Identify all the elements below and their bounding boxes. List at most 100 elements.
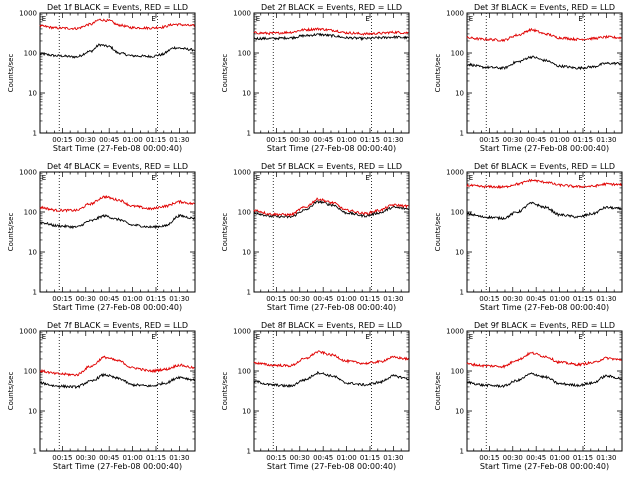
event-marker: E <box>578 174 582 182</box>
x-tick-label: 01:00 <box>336 295 356 303</box>
y-axis-label: Counts/sec <box>434 54 442 93</box>
x-axis-label: Start Time (27-Feb-08 00:00:40) <box>267 462 396 471</box>
panel-det-5: Det 5f BLACK = Events, RED = LLD 1 10 100 10… <box>221 162 410 312</box>
y-tick-label: 10 <box>28 249 37 257</box>
y-tick-label: 1 <box>33 289 37 297</box>
plot-frame <box>466 330 623 452</box>
panel-det-1: Det 1f BLACK = Events, RED = LLD 1 10 100 10… <box>7 3 196 153</box>
y-tick-label: 10 <box>28 408 37 416</box>
panel-title: Det 4f BLACK = Events, RED = LLD <box>47 162 188 171</box>
y-tick-label: 1000 <box>233 328 251 336</box>
x-tick-label: 00:15 <box>266 295 286 303</box>
x-tick-label: 01:30 <box>383 295 403 303</box>
x-tick-label: 00:15 <box>266 454 286 462</box>
y-tick-label: 10 <box>242 408 251 416</box>
y-axis-label: Counts/sec <box>221 372 229 411</box>
events-series-line <box>39 43 195 59</box>
x-tick-label: 01:15 <box>146 295 166 303</box>
x-tick-label: 01:00 <box>549 295 569 303</box>
x-tick-label: 00:30 <box>503 454 523 462</box>
panel-title: Det 6f BLACK = Events, RED = LLD <box>474 162 615 171</box>
lld-series-line <box>253 27 409 36</box>
x-tick-label: 01:15 <box>146 454 166 462</box>
y-tick-label: 1 <box>33 130 37 138</box>
y-tick-label: 1000 <box>19 10 37 18</box>
panel-title: Det 9f BLACK = Events, RED = LLD <box>474 321 615 330</box>
x-tick-label: 00:45 <box>313 454 333 462</box>
x-tick-label: 00:15 <box>266 136 286 144</box>
x-tick-label: 00:30 <box>290 454 310 462</box>
x-axis-label: Start Time (27-Feb-08 00:00:40) <box>267 303 396 312</box>
panel-title: Det 8f BLACK = Events, RED = LLD <box>261 321 402 330</box>
y-tick-label: 100 <box>238 50 251 58</box>
event-marker: E <box>42 333 46 341</box>
x-tick-label: 00:15 <box>479 136 499 144</box>
x-axis-label: Start Time (27-Feb-08 00:00:40) <box>480 303 609 312</box>
y-axis-label: Counts/sec <box>221 213 229 252</box>
y-tick-label: 10 <box>242 249 251 257</box>
events-series-line <box>466 372 622 389</box>
x-tick-label: 00:45 <box>526 295 546 303</box>
x-tick-label: 00:30 <box>503 136 523 144</box>
event-marker: E <box>151 174 155 182</box>
y-tick-label: 1000 <box>446 10 464 18</box>
y-tick-label: 1000 <box>233 169 251 177</box>
event-marker: E <box>365 333 369 341</box>
x-tick-label: 01:15 <box>360 454 380 462</box>
x-tick-label: 01:00 <box>122 295 142 303</box>
event-marker: E <box>256 333 260 341</box>
y-tick-label: 1000 <box>446 328 464 336</box>
plot-frame <box>39 12 196 134</box>
lld-series-line <box>253 350 409 368</box>
event-marker: E <box>578 333 582 341</box>
y-tick-label: 100 <box>24 209 37 217</box>
y-tick-label: 100 <box>238 368 251 376</box>
x-tick-label: 01:15 <box>573 136 593 144</box>
lld-series-line <box>466 351 622 369</box>
y-tick-label: 10 <box>242 90 251 98</box>
plot-frame <box>466 171 623 293</box>
x-tick-label: 00:30 <box>76 454 96 462</box>
x-tick-label: 00:15 <box>52 454 72 462</box>
panel-det-3: Det 3f BLACK = Events, RED = LLD 1 10 100 10… <box>434 3 623 153</box>
x-tick-label: 00:45 <box>313 136 333 144</box>
x-tick-label: 00:15 <box>479 454 499 462</box>
plot-frame <box>253 171 410 293</box>
panel-det-2: Det 2f BLACK = Events, RED = LLD 1 10 100 10… <box>221 3 410 153</box>
x-tick-label: 00:45 <box>526 136 546 144</box>
panel-title: Det 7f BLACK = Events, RED = LLD <box>47 321 188 330</box>
event-marker: E <box>256 15 260 23</box>
x-tick-label: 00:45 <box>313 295 333 303</box>
x-tick-label: 01:30 <box>383 454 403 462</box>
event-marker: E <box>42 174 46 182</box>
x-tick-label: 01:00 <box>122 454 142 462</box>
y-axis-label: Counts/sec <box>7 213 15 252</box>
x-tick-label: 00:30 <box>290 295 310 303</box>
event-marker: E <box>365 174 369 182</box>
event-marker: E <box>256 174 260 182</box>
y-tick-label: 10 <box>28 90 37 98</box>
y-tick-label: 1000 <box>233 10 251 18</box>
y-tick-label: 1 <box>33 448 37 456</box>
lld-series-line <box>39 18 195 31</box>
y-tick-label: 1 <box>460 130 464 138</box>
y-tick-label: 1 <box>247 289 251 297</box>
x-tick-label: 01:30 <box>596 136 616 144</box>
y-tick-label: 10 <box>455 408 464 416</box>
x-tick-label: 01:15 <box>360 136 380 144</box>
events-series-line <box>253 370 409 389</box>
x-axis-label: Start Time (27-Feb-08 00:00:40) <box>267 144 396 153</box>
x-tick-label: 01:15 <box>360 295 380 303</box>
x-tick-label: 00:45 <box>99 295 119 303</box>
x-tick-label: 00:30 <box>76 295 96 303</box>
y-tick-label: 100 <box>451 209 464 217</box>
y-tick-label: 10 <box>455 249 464 257</box>
y-tick-label: 1 <box>247 130 251 138</box>
x-axis-label: Start Time (27-Feb-08 00:00:40) <box>53 303 182 312</box>
x-axis-label: Start Time (27-Feb-08 00:00:40) <box>480 462 609 471</box>
events-series-line <box>466 55 622 71</box>
y-axis-label: Counts/sec <box>221 54 229 93</box>
panel-det-9: Det 9f BLACK = Events, RED = LLD 1 10 100 10… <box>434 321 623 471</box>
panel-title: Det 5f BLACK = Events, RED = LLD <box>261 162 402 171</box>
